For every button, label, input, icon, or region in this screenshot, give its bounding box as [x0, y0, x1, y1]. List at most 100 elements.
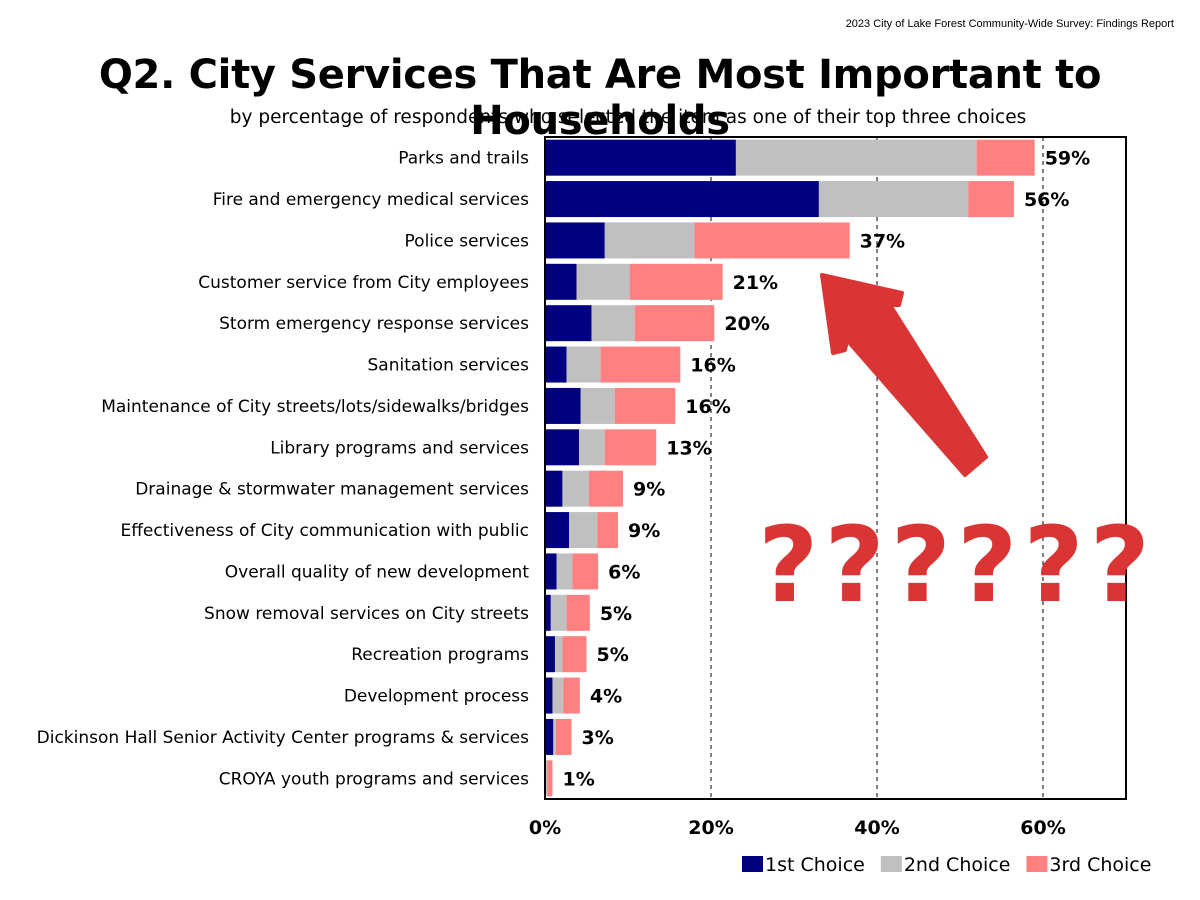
- bar-segment: [579, 429, 605, 466]
- x-tick-label: 20%: [688, 817, 733, 839]
- category-label: Fire and emergency medical services: [213, 190, 529, 210]
- bar-segment: [545, 760, 548, 797]
- bar-segment: [554, 636, 563, 673]
- data-label: 9%: [633, 479, 665, 501]
- category-label: Library programs and services: [270, 438, 529, 458]
- bar-segment: [600, 346, 681, 383]
- bar-segment: [545, 718, 554, 755]
- data-label: 16%: [690, 355, 735, 377]
- bar-segment: [562, 636, 587, 673]
- category-labels: Parks and trails Fire and emergency medic…: [37, 149, 530, 790]
- bar-segment: [614, 387, 676, 424]
- data-label: 3%: [582, 727, 614, 749]
- data-label: 59%: [1045, 148, 1090, 170]
- bar-segment: [597, 512, 619, 549]
- bar-segment: [553, 718, 556, 755]
- bar-segment: [545, 263, 577, 300]
- gridlines: [710, 137, 1044, 799]
- x-tick-label: 0%: [529, 817, 561, 839]
- bar-segment: [552, 677, 564, 714]
- bar-segment: [545, 677, 553, 714]
- bar-segment: [545, 139, 736, 176]
- data-label: 20%: [724, 313, 769, 335]
- bar-segment: [545, 222, 605, 259]
- data-labels: 59%56%37%21%20%16%16%13%9%9%6%5%5%4%3%1%: [562, 148, 1090, 791]
- data-label: 6%: [608, 561, 640, 583]
- annotation: ??????: [758, 273, 1156, 626]
- legend-label: 2nd Choice: [904, 854, 1011, 876]
- legend-swatch: [1026, 856, 1048, 872]
- bar-segment: [545, 594, 551, 631]
- bar-segment: [556, 553, 573, 590]
- bar-segment: [976, 139, 1035, 176]
- data-label: 5%: [597, 644, 629, 666]
- bar-segment: [545, 181, 819, 218]
- data-label: 16%: [685, 396, 730, 418]
- bar-segment: [562, 470, 589, 507]
- data-label: 5%: [600, 603, 632, 625]
- x-axis-tick-labels: 0% 20% 40% 60%: [529, 817, 1066, 839]
- legend: 1st Choice 2nd Choice 3rd Choice: [742, 854, 1151, 876]
- category-label: Storm emergency response services: [219, 314, 529, 334]
- category-label: CROYA youth programs and services: [219, 769, 529, 789]
- category-label: Development process: [344, 687, 529, 707]
- bar-segment: [694, 222, 850, 259]
- bar-segment: [634, 305, 715, 342]
- data-label: 1%: [562, 768, 594, 790]
- category-label: Effectiveness of City communication with…: [120, 521, 529, 541]
- data-label: 9%: [628, 520, 660, 542]
- bar-segment: [588, 470, 624, 507]
- bar-segment: [545, 512, 570, 549]
- bar-segment: [629, 263, 723, 300]
- bar-segment: [545, 305, 592, 342]
- bar-segment: [569, 512, 598, 549]
- category-label: Parks and trails: [398, 149, 529, 169]
- category-label: Snow removal services on City streets: [204, 604, 529, 624]
- category-label: Recreation programs: [351, 645, 529, 665]
- legend-label: 1st Choice: [765, 854, 865, 876]
- question-marks-annotation: ??????: [758, 504, 1156, 626]
- red-arrow-icon: [820, 273, 988, 477]
- bar-segment: [545, 346, 567, 383]
- category-label: Police services: [405, 231, 530, 251]
- bar-segment: [563, 677, 580, 714]
- data-label: 4%: [590, 686, 622, 708]
- data-label: 13%: [666, 437, 711, 459]
- legend-swatch: [880, 856, 902, 872]
- bar-segment: [555, 718, 572, 755]
- bar-segment: [604, 222, 695, 259]
- bar-segment: [545, 470, 563, 507]
- x-tick-label: 40%: [854, 817, 899, 839]
- category-label: Drainage & stormwater management service…: [135, 480, 529, 500]
- bar-segment: [580, 387, 615, 424]
- bar-segment: [545, 387, 581, 424]
- category-label: Maintenance of City streets/lots/sidewal…: [101, 397, 529, 417]
- bar-segment: [566, 594, 590, 631]
- bar-segment: [604, 429, 657, 466]
- category-label: Sanitation services: [367, 356, 529, 376]
- bar-segment: [566, 346, 601, 383]
- bar-segment: [576, 263, 630, 300]
- bar-segment: [818, 181, 969, 218]
- chart-title: Q2. City Services That Are Most Importan…: [98, 52, 1102, 144]
- plot-frame: [544, 136, 1127, 800]
- category-label: Customer service from City employees: [198, 273, 529, 293]
- bars: [545, 139, 1035, 797]
- bar-segment: [545, 553, 557, 590]
- legend-swatch: [742, 856, 763, 872]
- category-label: Overall quality of new development: [225, 562, 530, 582]
- legend-label: 3rd Choice: [1049, 854, 1151, 876]
- bar-segment: [547, 760, 553, 797]
- x-tick-label: 60%: [1020, 817, 1065, 839]
- category-label: Dickinson Hall Senior Activity Center pr…: [37, 728, 530, 748]
- bar-segment: [545, 429, 580, 466]
- bar-segment: [591, 305, 635, 342]
- data-label: 37%: [860, 230, 905, 252]
- data-label: 56%: [1024, 189, 1069, 211]
- chart-subtitle: by percentage of respondents who selecte…: [229, 107, 1027, 128]
- data-label: 21%: [733, 272, 778, 294]
- bar-segment: [968, 181, 1014, 218]
- bar-segment: [735, 139, 977, 176]
- report-header: 2023 City of Lake Forest Community-Wide …: [845, 18, 1174, 30]
- bar-segment: [572, 553, 599, 590]
